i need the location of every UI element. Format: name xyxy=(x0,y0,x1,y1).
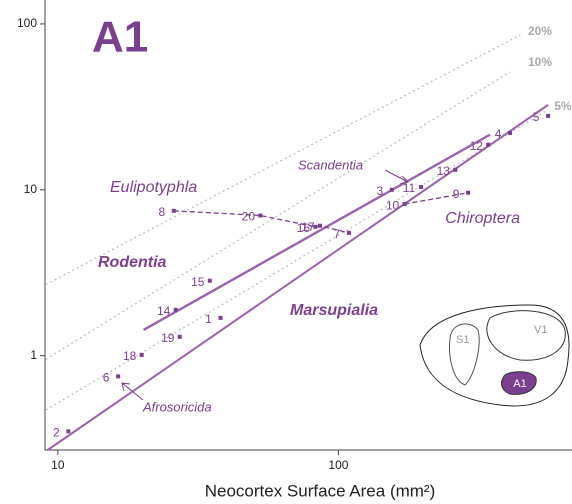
group-label: Chiroptera xyxy=(445,210,520,227)
y-tick-label: 10 xyxy=(24,182,38,196)
point-label: 17 xyxy=(301,220,315,234)
point-label: 6 xyxy=(103,371,110,385)
point xyxy=(486,142,491,147)
point xyxy=(171,208,176,213)
reference-label: 5% xyxy=(554,99,572,113)
point-label: 10 xyxy=(386,198,400,212)
v1-region xyxy=(486,310,566,361)
point xyxy=(466,190,471,195)
reference-line xyxy=(45,71,511,360)
point xyxy=(258,213,263,218)
fit-line xyxy=(142,133,491,331)
fit-line xyxy=(47,104,549,451)
point xyxy=(346,230,351,235)
y-tick-label: 1 xyxy=(30,348,37,362)
reference-line xyxy=(45,34,521,286)
point xyxy=(313,224,318,229)
point xyxy=(207,278,212,283)
group-label: Eulipotyphla xyxy=(110,179,197,196)
s1-region xyxy=(449,323,480,386)
point-label: 2 xyxy=(53,425,60,439)
annotation-arrow xyxy=(121,382,144,401)
point-label: 1 xyxy=(205,312,212,326)
point xyxy=(218,315,223,320)
point xyxy=(139,352,144,357)
point-label: 18 xyxy=(123,349,137,363)
reference-label: 20% xyxy=(528,24,552,38)
point-label: 3 xyxy=(376,184,383,198)
point-label: 20 xyxy=(242,210,256,224)
x-tick-label: 10 xyxy=(51,458,65,472)
point xyxy=(508,130,513,135)
a1-region xyxy=(501,371,537,395)
x-tick-label: 100 xyxy=(328,458,348,472)
group-line xyxy=(404,192,469,205)
point-label: 9 xyxy=(453,187,460,201)
point-label: 15 xyxy=(191,275,205,289)
annotation: Afrosoricida xyxy=(142,399,212,414)
point-label: 7 xyxy=(334,227,341,241)
inset-label: A1 xyxy=(513,378,526,390)
point-label: 11 xyxy=(403,181,416,195)
inset: V1 S1 A1 xyxy=(419,304,570,407)
point-label: 14 xyxy=(157,304,171,318)
point-label: 8 xyxy=(158,205,165,219)
point xyxy=(318,223,323,228)
point xyxy=(419,184,424,189)
inset-label: S1 xyxy=(456,334,469,346)
point xyxy=(402,202,407,207)
point xyxy=(173,307,178,312)
point xyxy=(546,113,551,118)
point-label: 19 xyxy=(161,331,175,345)
y-tick-label: 100 xyxy=(17,16,37,30)
point xyxy=(177,334,182,339)
point xyxy=(389,187,394,192)
annotation: Scandentia xyxy=(298,157,363,172)
point xyxy=(116,374,121,379)
panel-label: A1 xyxy=(92,13,148,62)
annotation: Rodentia xyxy=(98,254,167,271)
group-line xyxy=(173,210,350,234)
annotation: Marsupialia xyxy=(290,302,378,319)
point xyxy=(66,429,71,434)
x-axis-label: Neocortex Surface Area (mm²) xyxy=(205,481,436,500)
point-label: 12 xyxy=(470,139,484,153)
point-label: 16 xyxy=(297,221,311,235)
point-label: 4 xyxy=(495,127,502,141)
annotation-arrow xyxy=(384,169,409,185)
inset-label: V1 xyxy=(534,324,547,336)
point xyxy=(453,167,458,172)
reference-label: 10% xyxy=(528,55,552,69)
point-label: 13 xyxy=(437,164,451,178)
point-label: 5 xyxy=(533,110,540,124)
